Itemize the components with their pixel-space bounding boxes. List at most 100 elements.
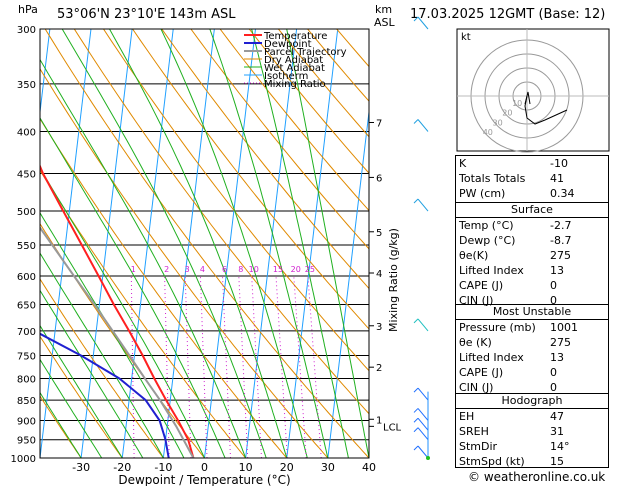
mu-key: θe (K) [459,336,492,349]
indices-group1: K -10 Totals Totals 41 PW (cm) 0.34 [455,155,609,203]
location-title: 53°06'N 23°10'E 143m ASL [57,7,236,22]
most-unstable-box: Most Unstable Pressure (mb) 1001 θe (K) 275… [455,304,609,394]
mixing-ratio-label: 8 [238,265,243,274]
wind-barb [417,198,429,212]
mu-value: 0 [550,381,557,394]
wind-barb [417,408,429,421]
hodo-key: EH [459,410,475,423]
x-tick-label: -20 [113,461,131,474]
mixing-ratio-axis-label: Mixing Ratio (g/kg) [387,228,400,332]
dry-adiabat [103,29,369,372]
km-tick-label: 2 [376,363,382,374]
surface-value: 275 [550,249,571,262]
km-tick-label: 3 [376,322,382,333]
legend-entry: Dewpoint [264,39,312,50]
legend-entry: Wet Adiabat [264,63,325,74]
mixing-ratio-label: 20 [291,265,301,274]
isotherm [327,107,369,458]
x-tick-label: 10 [239,461,253,474]
x-tick-label: 0 [201,461,208,474]
surface-row: Lifted Index 13 [456,263,608,278]
wind-barb-flag [413,119,419,124]
dry-adiabat [40,169,246,458]
y-tick-label: 300 [17,25,36,36]
mixing-ratio-label: 4 [200,265,205,274]
km-tick-label: 6 [376,173,382,184]
hodograph-kt-label: kt [461,32,471,43]
hodo-key: SREH [459,425,489,438]
dry-adiabat [40,335,123,458]
hodograph-stats-box: Hodograph EH 47 SREH 31 StmDir 14° StmSpd (kt)… [455,393,609,468]
km-tick-label: 4 [376,269,382,280]
hodo-row: EH 47 [456,409,608,424]
km-tick-label: 5 [376,228,382,239]
mu-key: Pressure (mb) [459,321,536,334]
isotherm [40,29,51,117]
pressure-unit-label: hPa [18,3,38,16]
wet-adiabat [251,29,349,458]
wet-adiabat [40,252,164,458]
index-row: K -10 [456,156,608,171]
hodo-row: StmSpd (kt) 15 [456,454,608,469]
series-dewpoint [40,332,170,458]
surface-row: Temp (°C) -2.7 [456,218,608,233]
mu-key: Lifted Index [459,351,524,364]
km-tick-label: 7 [376,118,382,129]
wind-barb [417,427,429,441]
wind-barb-flag [413,318,419,324]
surface-value: -2.7 [550,219,572,232]
copyright: © weatheronline.co.uk [468,470,606,484]
isotherm [40,29,92,458]
wind-barb-flag [413,198,419,204]
mu-row: Lifted Index 13 [456,350,608,365]
surface-key: Dewp (°C) [459,234,516,247]
datetime-title: 17.03.2025 12GMT (Base: 12) [410,7,606,22]
wind-barb [417,445,429,459]
y-tick-label: 700 [17,327,36,338]
x-tick-label: 40 [362,461,376,474]
mu-key: CAPE (J) [459,366,504,379]
index-key: PW (cm) [459,187,506,200]
legend-entry: Temperature [263,31,327,42]
dry-adiabat [219,29,369,212]
surface-value: 0 [550,279,557,292]
dry-adiabat [40,222,205,458]
mixing-ratio-label: 3 [185,265,190,274]
hodograph-ring-label: 40 [483,128,493,137]
wind-barb [417,318,429,332]
legend-entry: Dry Adiabat [264,55,323,66]
y-tick-label: 600 [17,272,36,283]
mixing-ratio-line [275,275,288,458]
plot-frame [39,28,370,459]
legend-entry: Isotherm [264,71,308,82]
surface-value: 13 [550,264,564,277]
series-parcel-trajectory [40,225,195,458]
y-tick-label: 900 [17,416,36,427]
hodograph-ring-label: 10 [512,99,522,108]
index-key: K [459,157,467,170]
y-tick-label: 350 [17,80,36,91]
hodograph-stats-title: Hodograph [456,394,608,409]
storm-motion-arrow [524,91,531,105]
mu-value: 13 [550,351,564,364]
wet-adiabat [109,29,288,458]
mu-key: CIN (J) [459,381,494,394]
mu-value: 1001 [550,321,578,334]
hodograph-frame [456,28,610,152]
isotherm [0,29,9,458]
mu-value: 275 [550,336,571,349]
wet-adiabat [286,29,369,458]
surface-value: -8.7 [550,234,572,247]
x-tick-label: -10 [154,461,172,474]
wet-adiabat [209,29,329,458]
mu-row: CIN (J) 0 [456,380,608,395]
surface-key: Lifted Index [459,264,524,277]
wind-barb-flag [413,417,419,423]
mu-row: CAPE (J) 0 [456,365,608,380]
index-key: Totals Totals [459,172,526,185]
dry-adiabat [40,278,164,458]
index-value: -10 [550,157,568,170]
hodo-key: StmSpd (kt) [459,455,525,468]
x-tick-label: 20 [280,461,294,474]
